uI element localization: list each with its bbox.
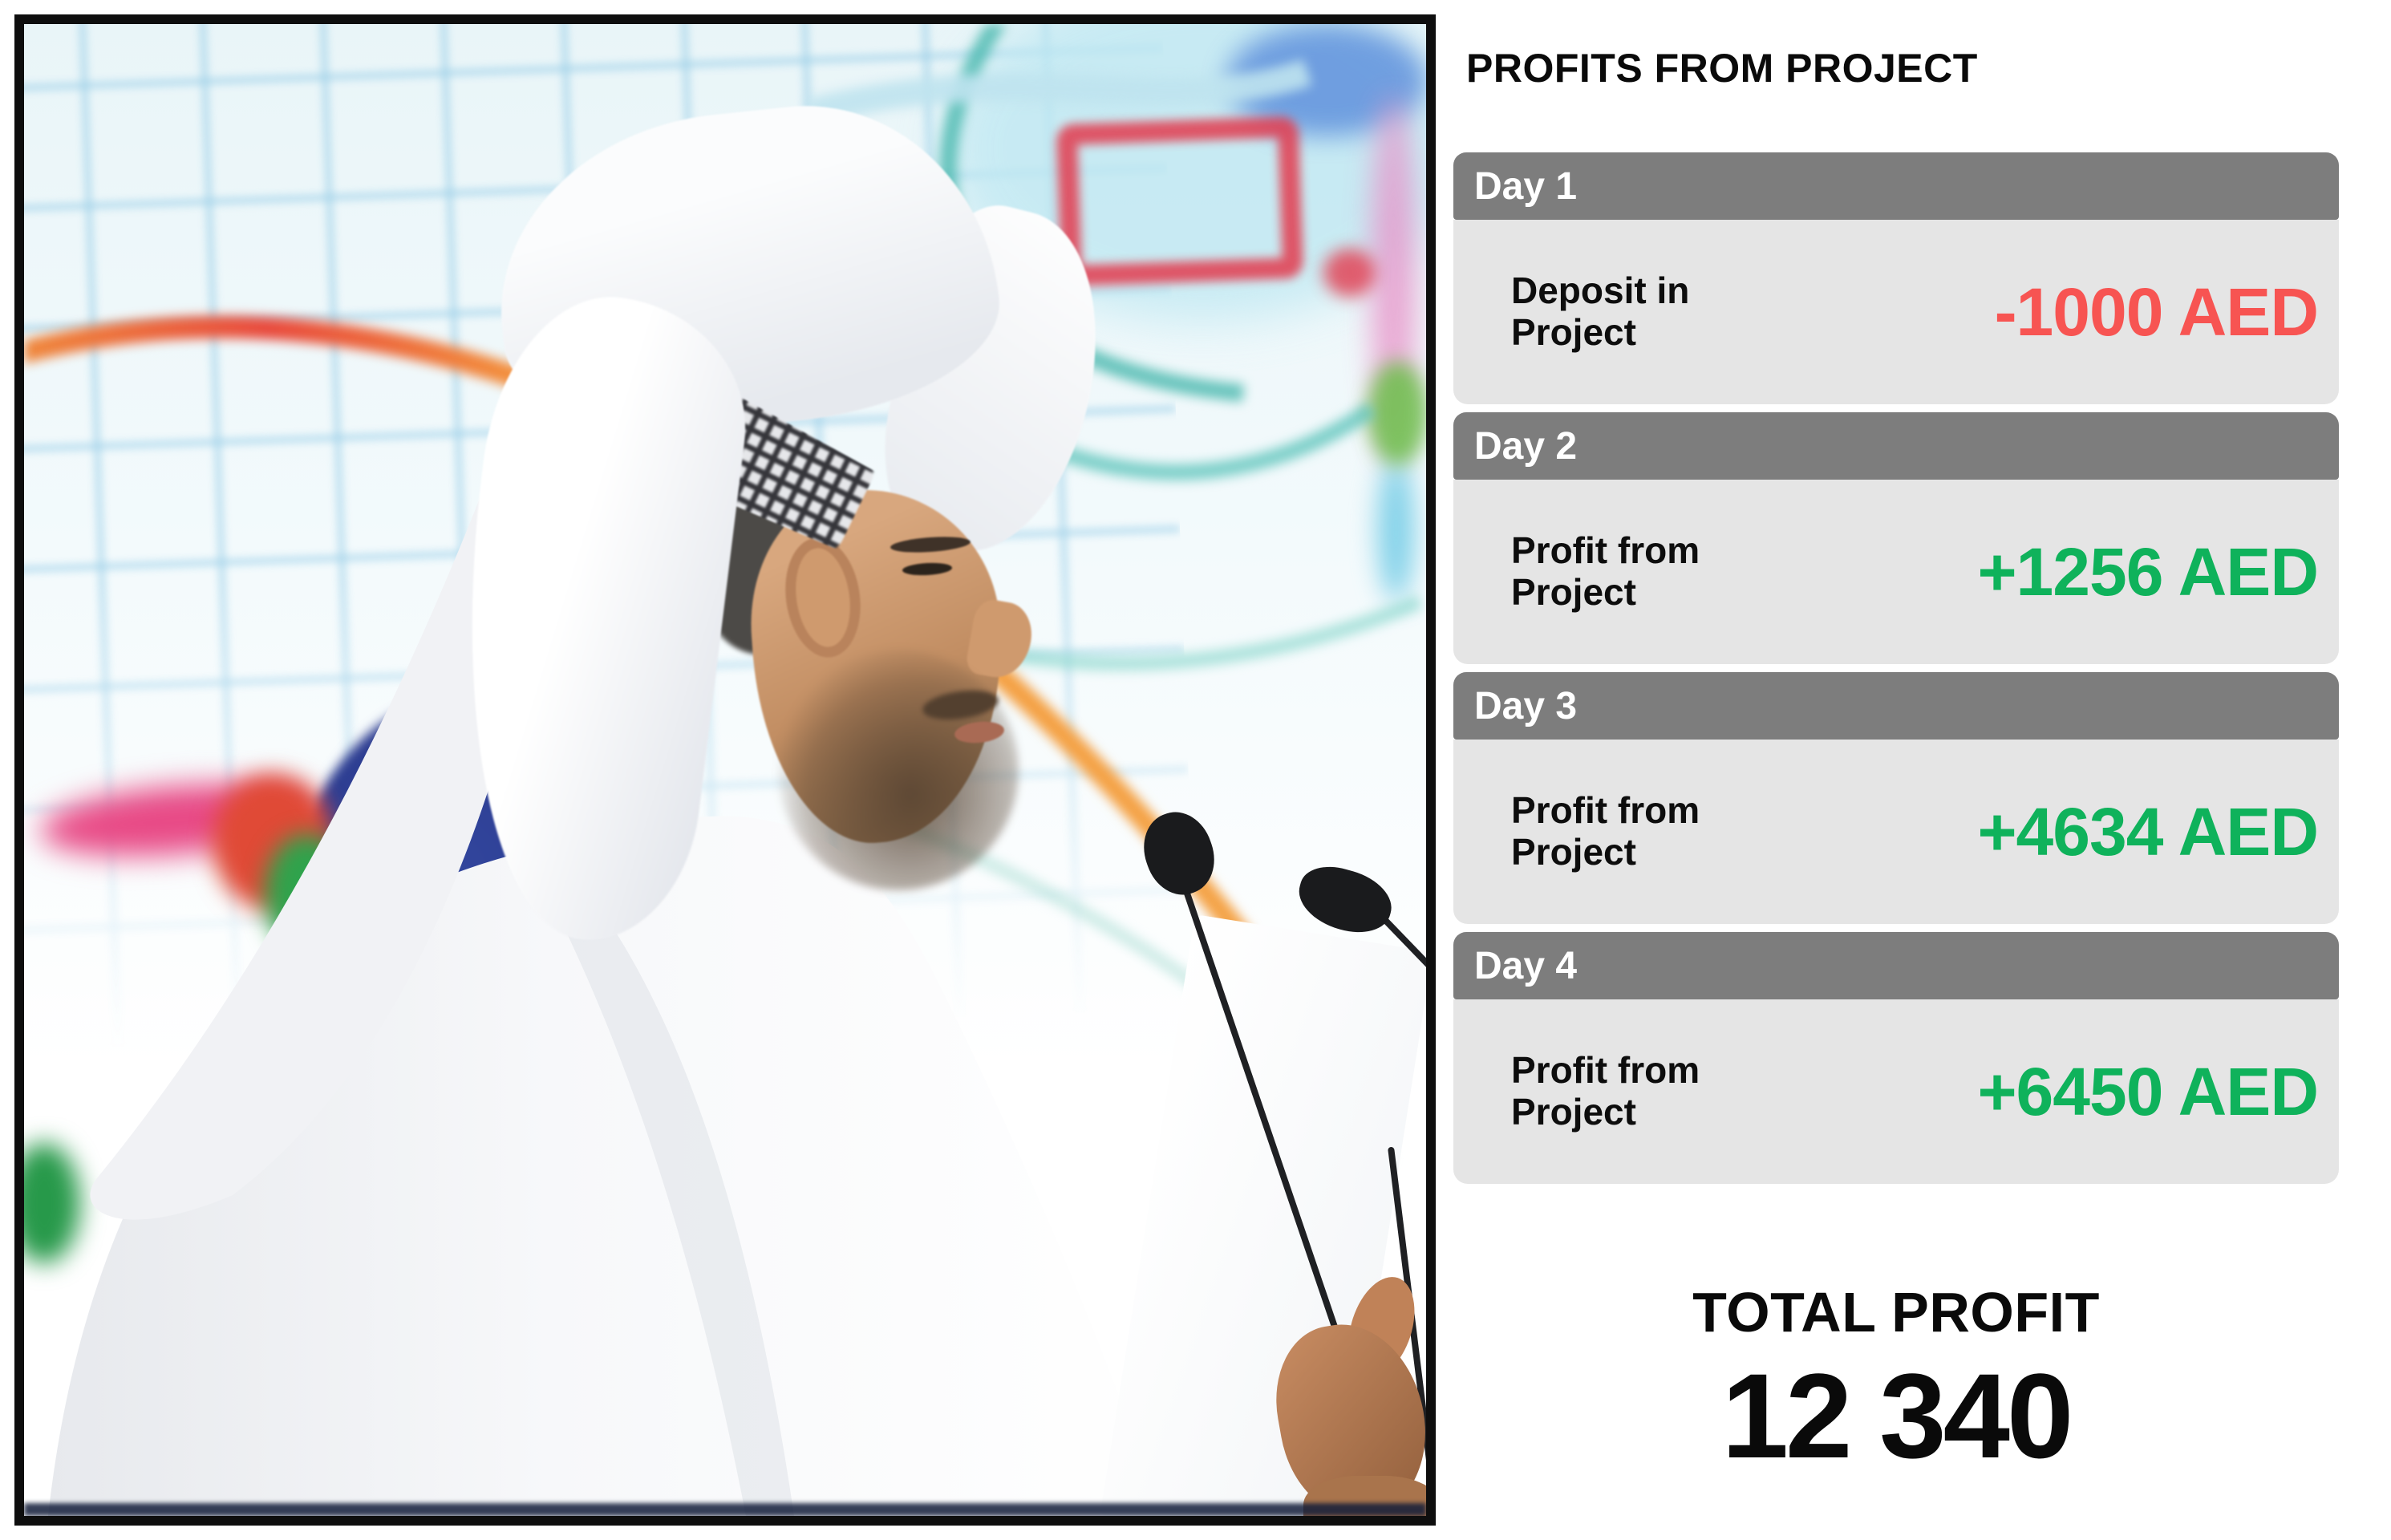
profits-panel: PROFITS FROM PROJECT Day 1 Deposit in Pr… <box>1453 0 2339 1540</box>
day-2-header: Day 2 <box>1453 412 2339 480</box>
total-profit-value: 12 340 <box>1721 1348 2074 1483</box>
background-blob <box>1323 249 1376 297</box>
day-card-1: Day 1 Deposit in Project -1000 AED <box>1453 152 2339 404</box>
entry-amount: +4634 AED <box>1977 794 2319 869</box>
day-cards: Day 1 Deposit in Project -1000 AED Day 2… <box>1453 152 2339 1184</box>
day-3-body: Profit from Project +4634 AED <box>1453 740 2339 924</box>
entry-label-line-2: Project <box>1511 1091 1636 1133</box>
total-profit-section: TOTAL PROFIT 12 340 <box>1453 1280 2339 1476</box>
entry-label-line-1: Profit from <box>1511 1049 1700 1092</box>
entry-label-line-2: Project <box>1511 571 1636 613</box>
entry-label: Profit from Project <box>1511 789 1700 873</box>
day-4-header: Day 4 <box>1453 932 2339 999</box>
entry-label-line-2: Project <box>1511 831 1636 873</box>
panel-title: PROFITS FROM PROJECT <box>1466 46 1978 91</box>
entry-label: Profit from Project <box>1511 1049 1700 1133</box>
entry-label-line-1: Profit from <box>1511 529 1700 572</box>
head <box>427 87 1163 971</box>
ghutra-fold <box>427 283 760 952</box>
photo-bottom-strip <box>24 1503 1426 1516</box>
entry-amount: +6450 AED <box>1977 1054 2319 1129</box>
background-blob <box>1378 457 1414 602</box>
entry-label: Profit from Project <box>1511 529 1700 614</box>
entry-label: Deposit in Project <box>1511 270 1689 354</box>
background-blob <box>1368 361 1426 465</box>
entry-amount: -1000 AED <box>1994 274 2319 350</box>
day-card-4: Day 4 Profit from Project +6450 AED <box>1453 932 2339 1184</box>
total-profit-label: TOTAL PROFIT <box>1692 1281 2100 1343</box>
entry-amount: +1256 AED <box>1977 534 2319 610</box>
day-label: Day 1 <box>1474 164 1578 208</box>
speaker-photo <box>14 14 1436 1526</box>
day-2-body: Profit from Project +1256 AED <box>1453 480 2339 664</box>
entry-label-line-1: Deposit in <box>1511 270 1690 312</box>
entry-label-line-2: Project <box>1511 311 1636 353</box>
day-1-header: Day 1 <box>1453 152 2339 220</box>
day-3-header: Day 3 <box>1453 672 2339 740</box>
day-card-2: Day 2 Profit from Project +1256 AED <box>1453 412 2339 664</box>
day-4-body: Profit from Project +6450 AED <box>1453 999 2339 1184</box>
day-label: Day 2 <box>1474 424 1578 468</box>
hand <box>1263 1268 1426 1516</box>
entry-label-line-1: Profit from <box>1511 789 1700 832</box>
beard <box>778 650 1019 890</box>
day-1-body: Deposit in Project -1000 AED <box>1453 220 2339 404</box>
day-card-3: Day 3 Profit from Project +4634 AED <box>1453 672 2339 924</box>
background-blob <box>24 1143 80 1263</box>
day-label: Day 4 <box>1474 944 1578 987</box>
day-label: Day 3 <box>1474 684 1578 727</box>
hand-lower <box>1303 1476 1426 1516</box>
